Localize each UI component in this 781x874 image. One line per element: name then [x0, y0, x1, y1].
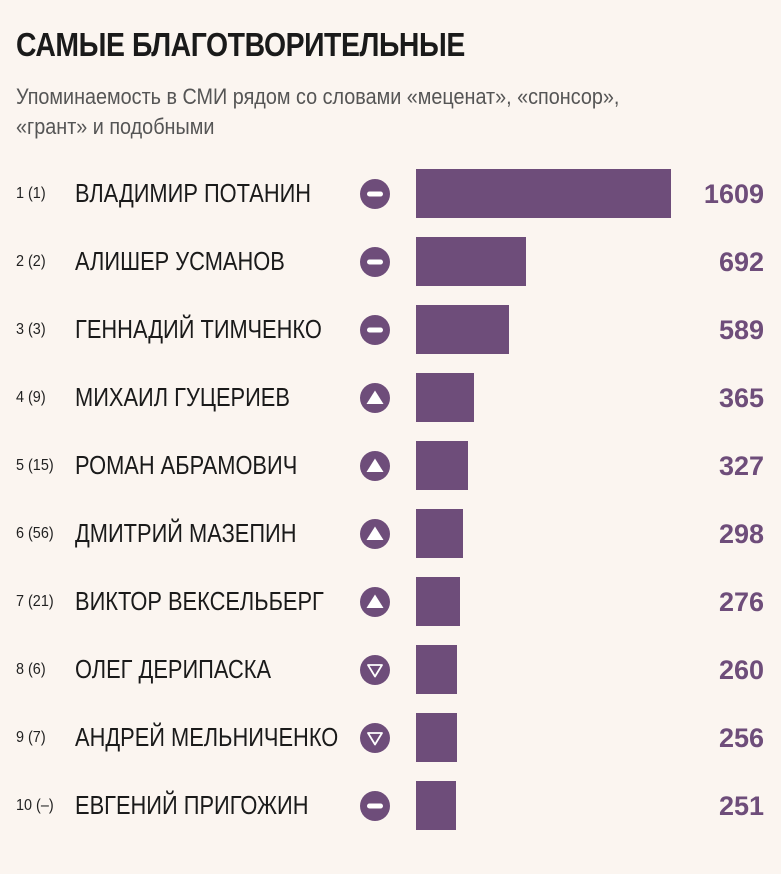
rank-label: 4 (9) [16, 389, 46, 406]
chart-title: САМЫЕ БЛАГОТВОРИТЕЛЬНЫЕ [16, 26, 465, 63]
trend-up-icon [360, 519, 390, 549]
trend-up-icon [360, 451, 390, 481]
chart-row: 9 (7) АНДРЕЙ МЕЛЬНИЧЕНКО 256 [0, 713, 781, 763]
rank-label: 9 (7) [16, 729, 46, 746]
category-label: ВИКТОР ВЕКСЕЛЬБЕРГ [75, 586, 324, 616]
rank-label: 2 (2) [16, 253, 46, 270]
bar [416, 305, 509, 354]
data-label: 276 [718, 587, 764, 617]
bar [416, 169, 671, 218]
data-label: 327 [718, 451, 764, 481]
rank-label: 1 (1) [16, 185, 46, 202]
bar [416, 441, 468, 490]
bar [416, 373, 474, 422]
data-label: 298 [718, 519, 764, 549]
chart-row: 8 (6) ОЛЕГ ДЕРИПАСКА 260 [0, 645, 781, 695]
trend-same-icon [360, 247, 390, 277]
data-label: 256 [718, 723, 764, 753]
chart-subtitle: Упоминаемость в СМИ рядом со словами «ме… [16, 84, 620, 139]
category-label: ДМИТРИЙ МАЗЕПИН [75, 518, 297, 548]
trend-down-icon [360, 655, 390, 685]
chart-row: 2 (2) АЛИШЕР УСМАНОВ 692 [0, 237, 781, 287]
category-label: ГЕННАДИЙ ТИМЧЕНКО [75, 314, 322, 344]
data-label: 260 [718, 655, 764, 685]
chart-row: 4 (9) МИХАИЛ ГУЦЕРИЕВ 365 [0, 373, 781, 423]
data-label: 365 [718, 383, 764, 413]
rank-label: 3 (3) [16, 321, 46, 338]
bar [416, 577, 460, 626]
trend-same-icon [360, 315, 390, 345]
rank-label: 8 (6) [16, 661, 46, 678]
bar [416, 713, 457, 762]
chart-row: 5 (15) РОМАН АБРАМОВИЧ 327 [0, 441, 781, 491]
rank-label: 7 (21) [16, 593, 54, 610]
category-label: АНДРЕЙ МЕЛЬНИЧЕНКО [75, 722, 339, 752]
bar [416, 781, 456, 830]
data-label: 251 [718, 791, 764, 821]
category-label: МИХАИЛ ГУЦЕРИЕВ [75, 382, 290, 412]
trend-same-icon [360, 179, 390, 209]
data-label: 692 [718, 247, 764, 277]
rank-label: 5 (15) [16, 457, 54, 474]
data-label: 1609 [703, 179, 764, 209]
category-label: ВЛАДИМИР ПОТАНИН [75, 178, 312, 208]
bar [416, 645, 457, 694]
bar [416, 509, 463, 558]
bar [416, 237, 526, 286]
chart-row: 7 (21) ВИКТОР ВЕКСЕЛЬБЕРГ 276 [0, 577, 781, 627]
chart-row: 1 (1) ВЛАДИМИР ПОТАНИН 1609 [0, 169, 781, 219]
category-label: ОЛЕГ ДЕРИПАСКА [75, 654, 272, 684]
chart-row: 3 (3) ГЕННАДИЙ ТИМЧЕНКО 589 [0, 305, 781, 355]
data-label: 589 [718, 315, 764, 345]
chart-row: 10 (–) ЕВГЕНИЙ ПРИГОЖИН 251 [0, 781, 781, 831]
category-label: АЛИШЕР УСМАНОВ [75, 246, 285, 276]
trend-same-icon [360, 791, 390, 821]
chart-row: 6 (56) ДМИТРИЙ МАЗЕПИН 298 [0, 509, 781, 559]
trend-up-icon [360, 383, 390, 413]
category-label: ЕВГЕНИЙ ПРИГОЖИН [75, 790, 309, 820]
rank-label: 6 (56) [16, 525, 54, 542]
trend-down-icon [360, 723, 390, 753]
category-label: РОМАН АБРАМОВИЧ [75, 450, 298, 480]
trend-up-icon [360, 587, 390, 617]
rank-label: 10 (–) [16, 797, 54, 814]
